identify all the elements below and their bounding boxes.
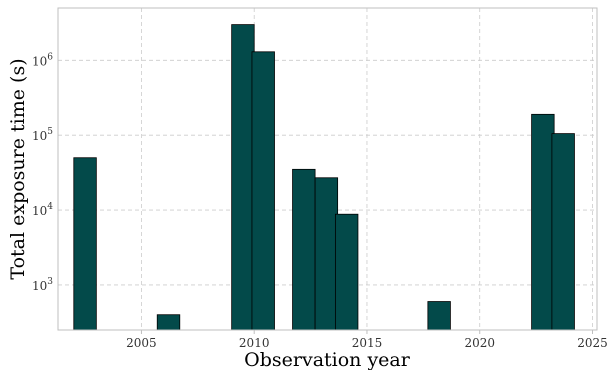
- x-axis-label: Observation year: [244, 349, 411, 370]
- bar: [251, 51, 275, 331]
- y-tick-label: 104: [32, 202, 53, 218]
- bar: [531, 113, 555, 331]
- x-tick-label: 2015: [352, 336, 383, 350]
- y-tick-label: 105: [32, 127, 53, 143]
- bar: [334, 213, 359, 331]
- y-tick-label: 106: [32, 52, 53, 68]
- y-tick-label: 103: [32, 277, 53, 293]
- bar: [292, 168, 316, 331]
- bar: [551, 133, 575, 331]
- x-tick-label: 2020: [464, 336, 495, 350]
- bar: [73, 157, 97, 331]
- ticks-layer: 2005 2010 2015 2020 2025 103 104 105 106: [32, 52, 608, 350]
- bars-layer: [73, 24, 575, 331]
- bar: [314, 177, 339, 331]
- x-tick-label: 2010: [239, 336, 270, 350]
- x-tick-label: 2005: [126, 336, 157, 350]
- bar: [156, 314, 181, 331]
- plot-frame: [57, 7, 598, 331]
- x-tick-label: 2025: [577, 336, 608, 350]
- bar: [231, 24, 255, 331]
- y-axis-label: Total exposure time (s): [7, 58, 29, 279]
- bar: [427, 301, 451, 331]
